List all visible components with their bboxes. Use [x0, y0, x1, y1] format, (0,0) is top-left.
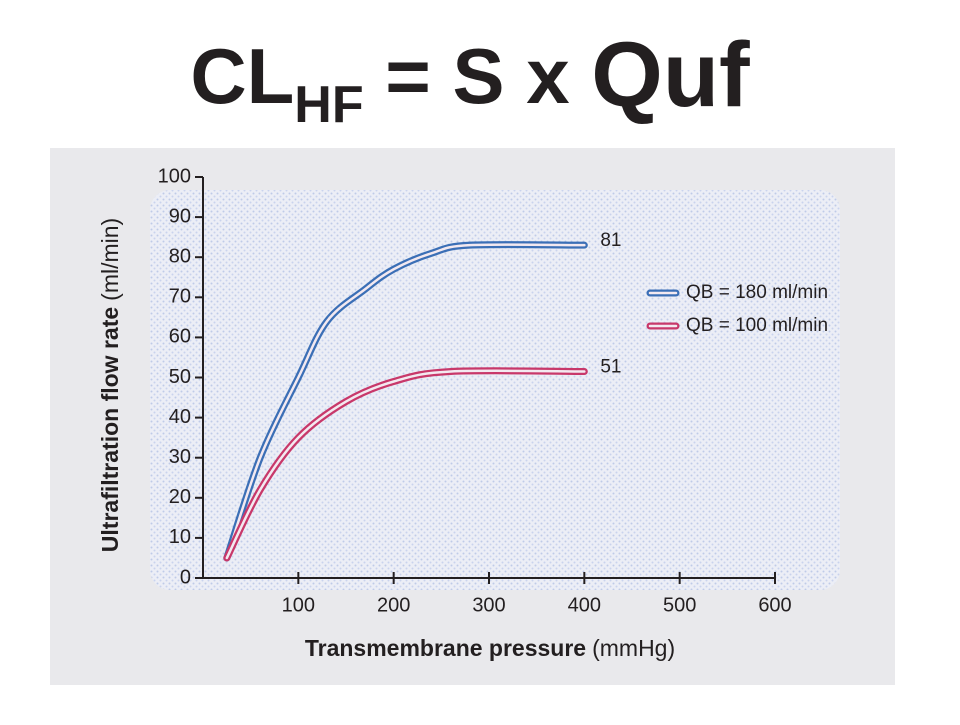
x-tick-label: 400: [568, 594, 601, 616]
line-highlight: [225, 369, 586, 560]
x-axis-title: Transmembrane pressure: [305, 635, 586, 661]
legend-label: QB = 180 ml/min: [686, 282, 828, 303]
y-tick-label: 70: [169, 286, 191, 308]
y-axis-title: Ultrafiltration flow rate: [97, 307, 123, 552]
y-tick-label: 50: [169, 366, 191, 388]
x-tick-label: 300: [472, 594, 505, 616]
x-tick-label: 200: [377, 594, 410, 616]
y-axis-unit: (ml/min): [97, 218, 123, 301]
title-end: Quf: [591, 24, 750, 126]
y-tick-label: 10: [169, 526, 191, 548]
title: CLHF = S x Quf: [190, 24, 750, 133]
end-label: 51: [600, 357, 621, 378]
y-tick-label: 20: [169, 486, 191, 508]
x-axis-unit: (mmHg): [592, 635, 675, 661]
line-highlight: [225, 243, 586, 560]
chart: 0 10 20 30 40 50 60 70 80 90 100 100 200 300 400 500 600…: [97, 165, 828, 661]
x-axis-label: Transmembrane pressure (mmHg): [305, 635, 675, 661]
y-tick-label: 60: [169, 326, 191, 348]
y-tick-label: 100: [158, 165, 191, 187]
y-tick-label: 40: [169, 406, 191, 428]
x-tick-label: 100: [282, 594, 315, 616]
y-tick-label: 0: [180, 566, 191, 588]
y-tick-label: 80: [169, 245, 191, 267]
y-tick-label: 30: [169, 446, 191, 468]
title-main: CL: [190, 32, 294, 120]
title-sub: HF: [294, 76, 363, 134]
end-label: 81: [600, 230, 621, 251]
title-rest: = S x: [364, 32, 592, 120]
legend-label: QB = 100 ml/min: [686, 315, 828, 336]
y-tick-label: 90: [169, 205, 191, 227]
plot-area: [150, 190, 840, 590]
x-tick-label: 600: [758, 594, 791, 616]
x-tick-label: 500: [663, 594, 696, 616]
y-axis-label: Ultrafiltration flow rate (ml/min): [97, 218, 123, 552]
